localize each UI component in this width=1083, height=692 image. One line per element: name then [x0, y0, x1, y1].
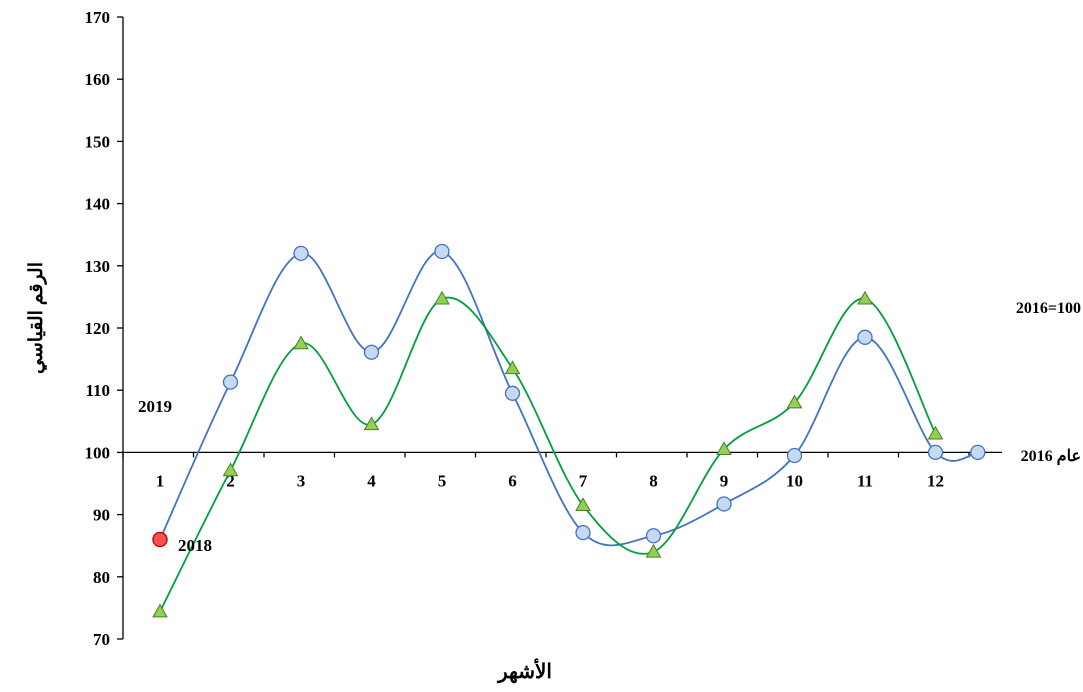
- x-tick-label: 12: [927, 471, 944, 490]
- y-tick-label: 130: [85, 257, 111, 276]
- data-point: [504, 360, 521, 375]
- annotation-baseline-label: عام 2016: [1021, 448, 1081, 466]
- y-axis-title: الرقم القياسي: [26, 262, 48, 374]
- data-point: [786, 447, 803, 464]
- data-point: [857, 329, 873, 345]
- x-tick-label: 3: [297, 471, 306, 490]
- data-point: [716, 441, 732, 456]
- data-point: [970, 444, 986, 461]
- data-point: [363, 344, 380, 360]
- y-tick-label: 140: [85, 195, 111, 214]
- data-point: [927, 444, 944, 461]
- data-point: [927, 425, 944, 440]
- x-tick-label: 2: [226, 471, 235, 490]
- x-tick-label: 1: [156, 471, 165, 490]
- data-point: [645, 528, 662, 544]
- y-tick-label: 80: [93, 568, 110, 587]
- data-point: [293, 245, 309, 262]
- data-point: [786, 394, 803, 409]
- data-point: [716, 496, 732, 512]
- x-tick-label: 9: [720, 471, 729, 490]
- series-line: [159, 250, 979, 547]
- data-point: [152, 603, 168, 618]
- data-point: [293, 335, 309, 350]
- annotation-2019: 2019: [138, 397, 172, 416]
- data-point: [575, 524, 591, 541]
- data-point: [434, 290, 450, 305]
- data-point: [434, 243, 450, 260]
- x-tick-label: 7: [579, 471, 588, 490]
- data-point: [363, 416, 380, 431]
- x-tick-label: 4: [367, 471, 376, 490]
- highlight-point: [152, 531, 168, 548]
- annotation-2018: 2018: [178, 536, 212, 555]
- data-point: [645, 543, 662, 558]
- data-point: [575, 497, 591, 512]
- y-tick-label: 170: [85, 8, 111, 27]
- y-tick-label: 110: [85, 381, 110, 400]
- y-tick-label: 160: [85, 70, 111, 89]
- x-axis: 1 2 3 4 5 6 7 8 9 10 11 12: [122, 451, 1002, 490]
- data-point: [222, 374, 239, 390]
- x-axis-title: الأشهر: [496, 658, 552, 684]
- x-tick-label: 8: [649, 471, 658, 490]
- data-point: [504, 385, 521, 401]
- y-tick-label: 90: [93, 506, 110, 525]
- series-line: [159, 296, 937, 613]
- data-point: [222, 462, 239, 477]
- series-layer: [152, 243, 986, 618]
- y-axis: 70 80 90 100 110 120 130 140 150 160 170: [85, 8, 124, 649]
- y-tick-label: 100: [85, 443, 111, 462]
- x-tick-label: 11: [857, 471, 873, 490]
- data-point: [857, 290, 873, 305]
- x-tick-label: 6: [508, 471, 517, 490]
- y-tick-label: 120: [85, 319, 111, 338]
- y-tick-label: 150: [85, 132, 111, 151]
- x-tick-label: 5: [438, 471, 447, 490]
- annotation-base-note: 2016=100: [1016, 300, 1081, 317]
- y-tick-label: 70: [93, 630, 110, 649]
- x-tick-label: 10: [786, 471, 803, 490]
